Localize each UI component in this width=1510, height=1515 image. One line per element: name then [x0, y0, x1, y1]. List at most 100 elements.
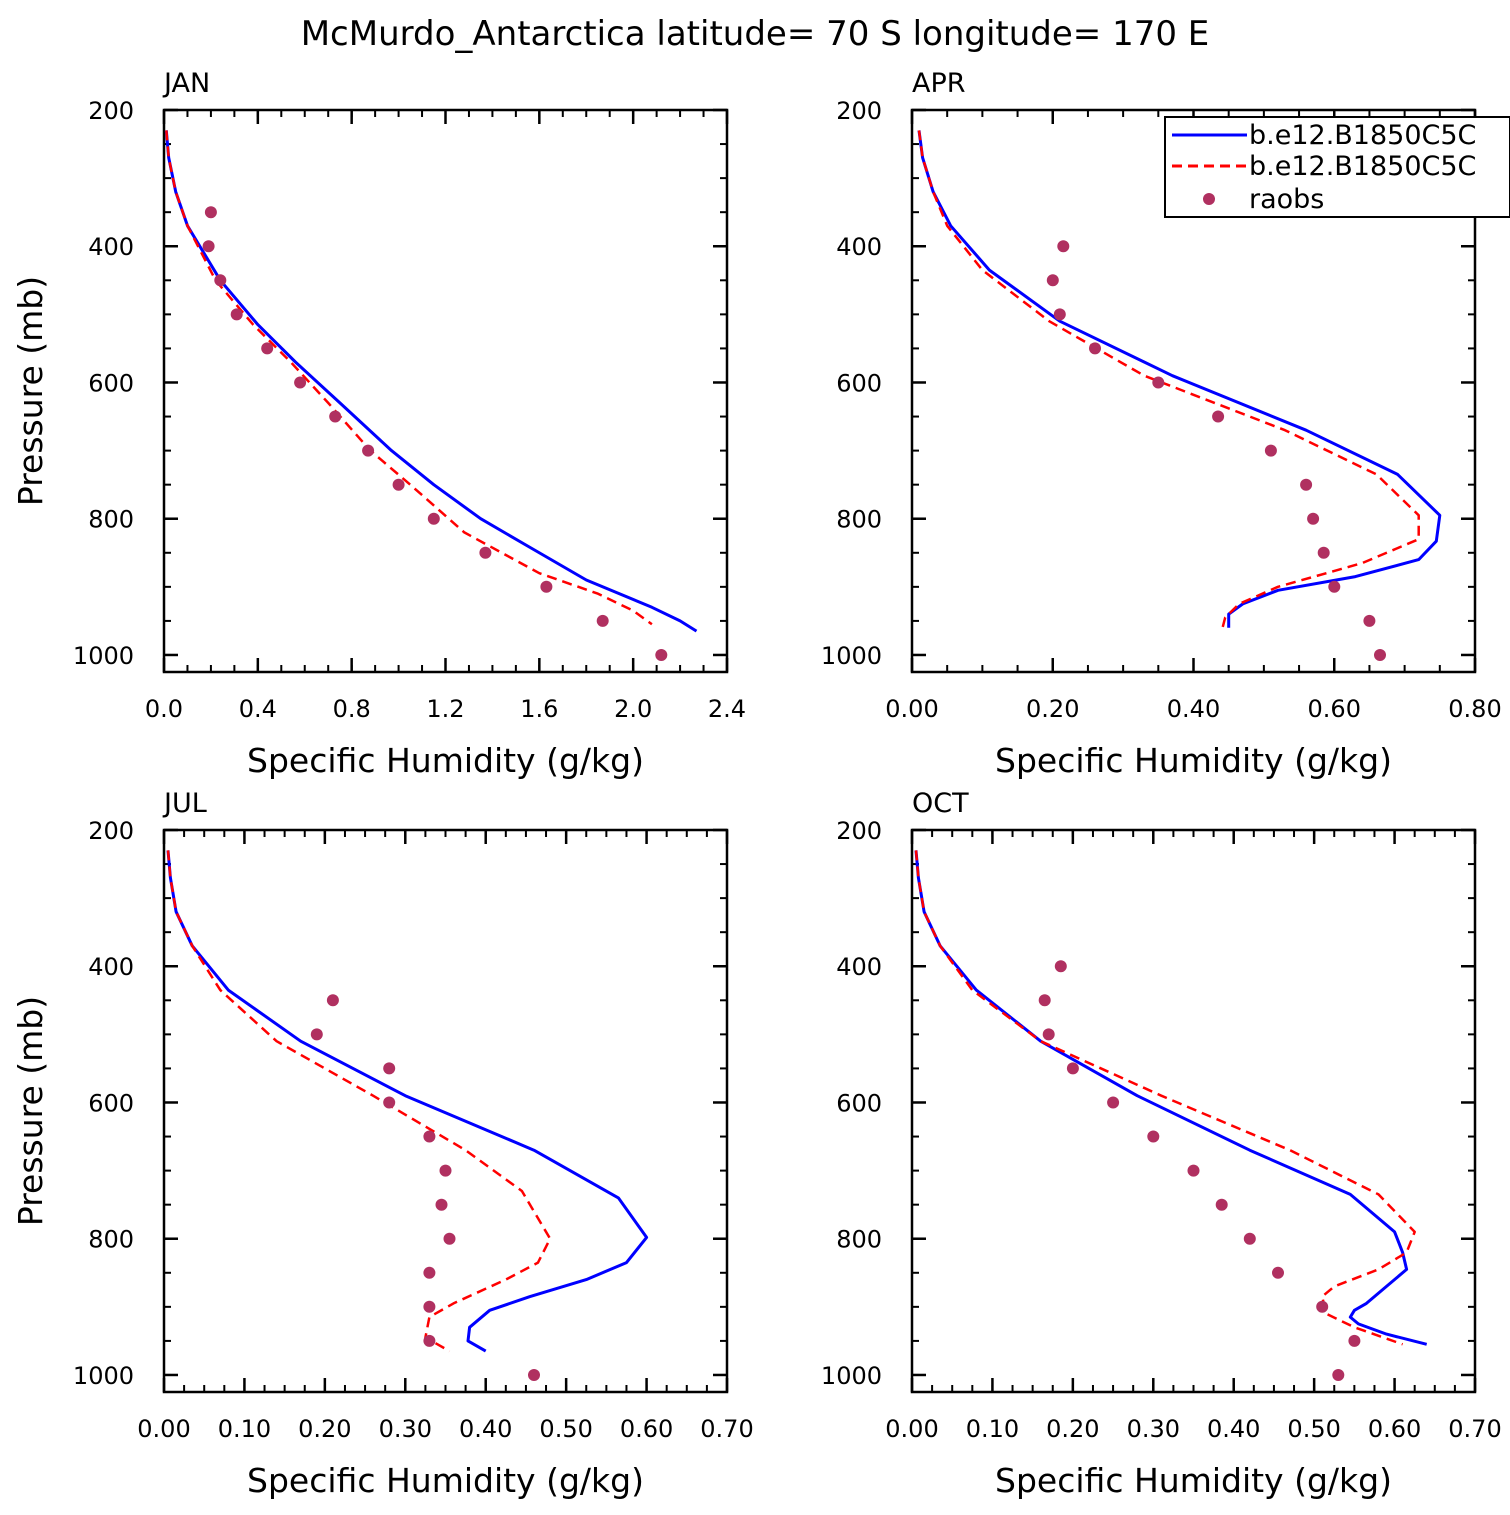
x-tick-label: 0.50	[1287, 1415, 1340, 1443]
raobs-point	[329, 410, 342, 423]
raobs-point	[1307, 512, 1320, 525]
raobs-point	[1215, 1198, 1228, 1211]
y-tick-label: 200	[836, 97, 882, 125]
x-tick-label: 1.6	[520, 695, 558, 723]
raobs-point	[427, 512, 440, 525]
raobs-point	[204, 206, 217, 219]
raobs-point	[1264, 444, 1277, 457]
x-tick-label: 0.00	[885, 695, 938, 723]
raobs-point	[1107, 1096, 1120, 1109]
raobs-point	[1038, 994, 1051, 1007]
x-tick-label: 2.0	[614, 695, 652, 723]
x-tick-label: 0.4	[239, 695, 277, 723]
y-tick-label: 400	[836, 233, 882, 261]
x-tick-label: 1.2	[426, 695, 464, 723]
raobs-point	[1046, 274, 1059, 287]
y-tick-label: 800	[88, 506, 134, 534]
raobs-point	[1152, 376, 1165, 389]
series-line-dashed	[166, 850, 552, 1353]
raobs-point	[540, 580, 553, 593]
raobs-point	[423, 1130, 436, 1143]
x-tick-label: 0.20	[298, 1415, 351, 1443]
series-line-dashed	[165, 130, 653, 626]
series-line-dashed	[914, 850, 1416, 1346]
raobs-point	[310, 1028, 323, 1041]
plot-frame	[910, 828, 1477, 1394]
raobs-point	[1187, 1164, 1200, 1177]
x-tick-label: 0.00	[137, 1415, 190, 1443]
raobs-point	[435, 1198, 448, 1211]
series-line-solid	[914, 850, 1428, 1346]
x-axis-label: Specific Humidity (g/kg)	[995, 1461, 1392, 1500]
plot-frame	[162, 108, 729, 674]
x-tick-label: 0.50	[539, 1415, 592, 1443]
x-tick-label: 0.0	[145, 695, 183, 723]
y-tick-label: 1000	[73, 1362, 134, 1390]
x-tick-label: 0.60	[1368, 1415, 1421, 1443]
y-tick-label: 200	[88, 97, 134, 125]
y-tick-label: 200	[88, 817, 134, 845]
y-tick-label: 200	[836, 817, 882, 845]
x-tick-label: 0.60	[1308, 695, 1361, 723]
raobs-point	[1363, 614, 1376, 627]
raobs-point	[596, 614, 609, 627]
panel-oct: 0.00 0.10 0.20 0.30 0.40 0.50 0.60 0.70 200 400 60…	[821, 788, 1502, 1500]
raobs-point	[294, 376, 307, 389]
raobs-point	[439, 1164, 452, 1177]
x-tick-label: 0.80	[1448, 695, 1501, 723]
y-axis-label: Pressure (mb)	[11, 996, 50, 1226]
y-tick-label: 1000	[73, 642, 134, 670]
raobs-point	[392, 478, 405, 491]
x-tick-label: 0.10	[966, 1415, 1019, 1443]
x-tick-label: 0.70	[700, 1415, 753, 1443]
raobs-point	[443, 1232, 456, 1245]
raobs-point	[1374, 649, 1386, 661]
plot-frame	[162, 828, 729, 1394]
raobs-point	[1147, 1130, 1160, 1143]
raobs-point	[1300, 478, 1313, 491]
x-tick-label: 2.4	[708, 695, 746, 723]
x-tick-label: 0.40	[1167, 695, 1220, 723]
legend-label: raobs	[1249, 184, 1324, 215]
raobs-point	[214, 274, 227, 287]
raobs-point	[423, 1266, 436, 1279]
series-line-solid	[166, 850, 649, 1353]
series-line-solid	[164, 130, 698, 633]
y-tick-label: 800	[88, 1226, 134, 1254]
panel-jan: 0.0 0.4 0.8 1.2 1.6 2.0 2.4 200 400 600 800 1000 JAN…	[11, 68, 746, 780]
y-tick-label: 600	[836, 369, 882, 397]
x-tick-label: 0.60	[620, 1415, 673, 1443]
raobs-point	[1089, 342, 1101, 355]
x-tick-label: 0.70	[1448, 1415, 1501, 1443]
raobs-point	[479, 546, 492, 559]
legend-swatch-dots	[1203, 193, 1215, 205]
y-tick-label: 1000	[821, 642, 882, 670]
raobs-point	[362, 444, 375, 457]
raobs-point	[261, 342, 274, 355]
raobs-point	[655, 649, 668, 661]
x-tick-label: 0.00	[885, 1415, 938, 1443]
raobs-point	[1328, 580, 1341, 593]
panel-label: JAN	[162, 68, 210, 99]
y-tick-label: 400	[88, 233, 134, 261]
panel-label: APR	[912, 68, 966, 99]
raobs-point	[1348, 1334, 1361, 1347]
raobs-point	[1057, 240, 1070, 253]
y-tick-label: 600	[88, 1089, 134, 1117]
raobs-point	[1332, 1369, 1345, 1381]
raobs-point	[1212, 410, 1225, 423]
raobs-point	[202, 240, 215, 253]
x-tick-label: 0.40	[1207, 1415, 1260, 1443]
series-line-solid	[917, 130, 1442, 628]
raobs-point	[423, 1300, 436, 1313]
panel-label: JUL	[162, 788, 207, 819]
x-tick-label: 0.8	[333, 695, 371, 723]
y-axis-label: Pressure (mb)	[11, 276, 50, 506]
raobs-point	[1053, 308, 1066, 321]
x-tick-label: 0.30	[1127, 1415, 1180, 1443]
raobs-point	[230, 308, 243, 321]
panel-jul: 0.00 0.10 0.20 0.30 0.40 0.50 0.60 0.70 200 400 60…	[11, 788, 754, 1500]
raobs-point	[528, 1369, 540, 1381]
panel-apr: 0.00 0.20 0.40 0.60 0.80 200 400 600 800 1000 APR S…	[821, 68, 1502, 780]
